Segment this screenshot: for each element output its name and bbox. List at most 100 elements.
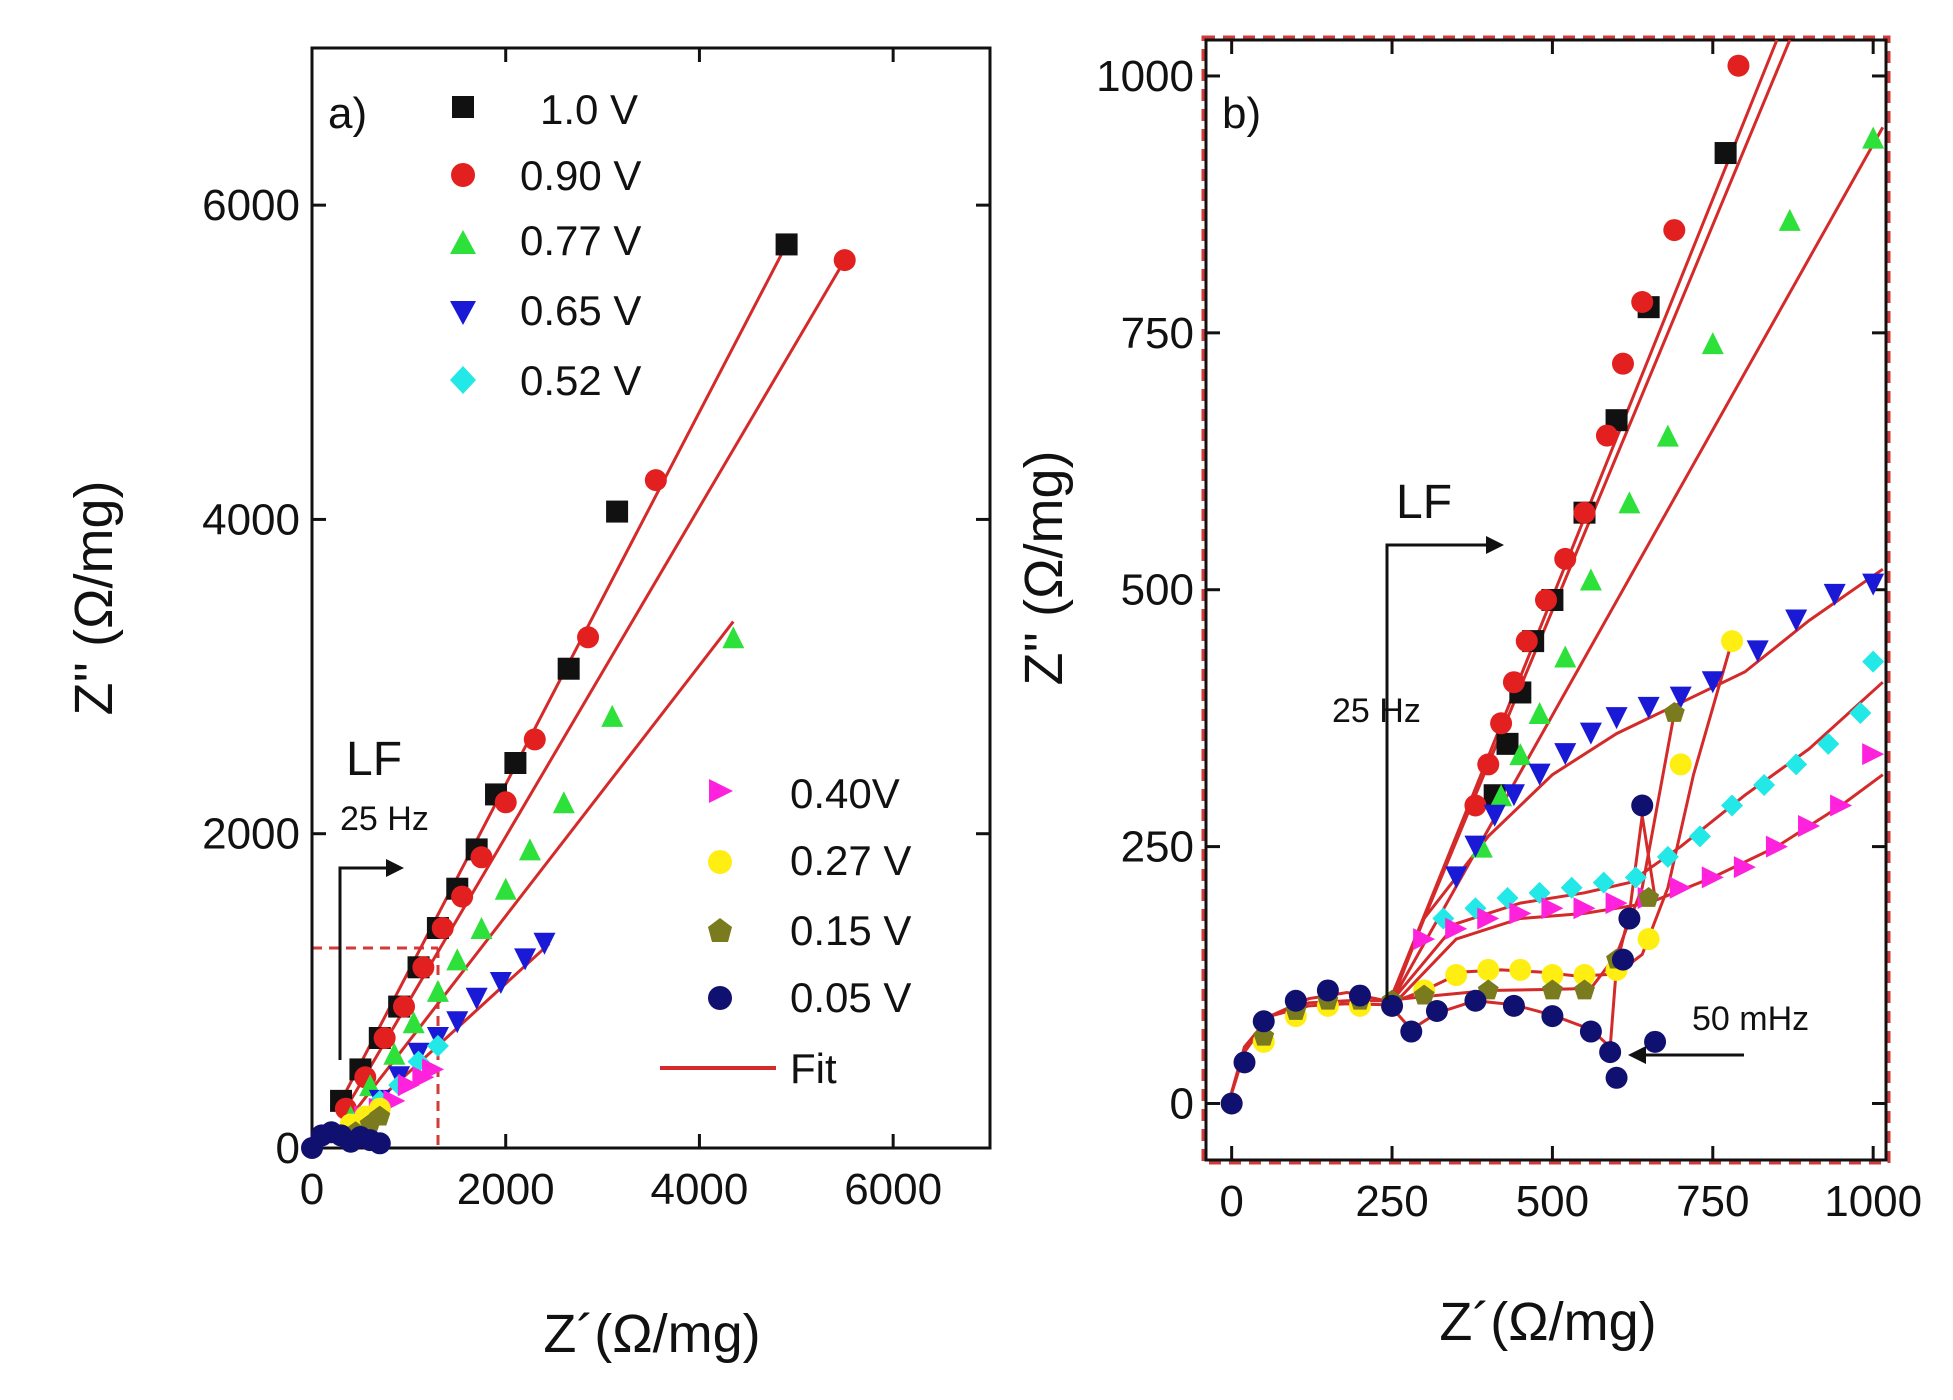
- panel-a-point-0-90-v: [451, 885, 474, 908]
- panel-b-point-0-05-v: [1284, 989, 1307, 1012]
- panel-b-point-0-15-v: [1663, 702, 1685, 722]
- panel-a-point-0-65-v: [533, 932, 556, 955]
- panel-b-point-0-40v: [1605, 892, 1628, 915]
- panel-a-xtick-label: 4000: [650, 1165, 748, 1214]
- panel-a-xtick-label: 6000: [844, 1165, 942, 1214]
- panel-b-lf-arrow-head: [1486, 536, 1504, 554]
- panel-a-point-0-77-v: [552, 791, 575, 814]
- legend-marker-0-52v: [450, 366, 476, 394]
- panel-a-point-0-90-v: [494, 791, 517, 814]
- panel-a-legend-top: 1.0 V 0.90 V 0.77 V 0.65 V 0.52 V: [450, 86, 641, 404]
- panel-b-fit-0-65-v-line: [1390, 567, 1884, 1002]
- panel-b-point-0-77-v: [1579, 568, 1602, 591]
- panel-b-point-0-05-v: [1316, 979, 1339, 1002]
- panel-a-point-0-77-v: [518, 838, 541, 861]
- panel-a-point-0-77-v: [426, 979, 449, 1002]
- panel-b-point-0-52-v: [1785, 753, 1808, 776]
- panel-b-point-0-05-v: [1502, 994, 1525, 1017]
- panel-b-point-0-65-v: [1483, 804, 1506, 827]
- panel-b-point-0-05-v: [1605, 1066, 1628, 1089]
- panel-b-point-0-05-v: [1611, 948, 1634, 971]
- panel-a-point-0-05-v: [368, 1132, 391, 1155]
- panel-b-point-0-65-v: [1502, 784, 1525, 807]
- panel-a-point-0-77-v: [402, 1011, 425, 1034]
- panel-b-ytick-label: 250: [1121, 823, 1194, 872]
- panel-b-point-0-65-v: [1823, 583, 1846, 606]
- panel-b-point-0-05-v: [1579, 1020, 1602, 1043]
- panel-a-point-0-90-v: [373, 1027, 396, 1049]
- panel-a-lf-arrow-line: [338, 866, 392, 1060]
- panel-b-point-0-40v: [1477, 907, 1500, 930]
- panel-a-point-0-90-v: [833, 249, 856, 272]
- panel-b-tick-labels: 0 250 500 750 1000 0 250 500 750 1000: [1096, 52, 1922, 1226]
- panel-b-point-0-90-v: [1515, 630, 1538, 653]
- panel-b-point-0-05-v: [1644, 1030, 1667, 1053]
- legend-marker-1-0v: [452, 96, 474, 118]
- panel-b-point-0-27-v: [1721, 630, 1744, 653]
- panel-a-y-axis-label: Z'' (Ω/mg): [64, 481, 124, 716]
- legend-label-0-52v: 0.52 V: [520, 357, 641, 404]
- panel-b-xtick-label: 0: [1219, 1177, 1243, 1226]
- panel-a-point-0-77-v: [601, 704, 624, 727]
- panel-b-point-0-90-v: [1490, 712, 1513, 735]
- panel-b-point-0-52-v: [1849, 702, 1872, 725]
- panel-b-point-0-77-v: [1862, 126, 1885, 149]
- panel-b-point-0-65-v: [1746, 640, 1769, 663]
- panel-b-point-0-52-v: [1496, 886, 1519, 909]
- panel-b-point-0-77-v: [1490, 784, 1513, 807]
- legend-marker-0-27v: [708, 850, 732, 874]
- panel-b-point-0-15-v: [1638, 887, 1660, 907]
- panel-b-label: b): [1222, 89, 1261, 138]
- legend-label-0-90v: 0.90 V: [520, 152, 641, 199]
- panel-b-point-0-05-v: [1220, 1092, 1243, 1115]
- panel-b-point-0-40v: [1862, 743, 1885, 766]
- panel-a-point-0-77-v: [470, 917, 493, 939]
- panel-b-point-0-27-v: [1445, 964, 1468, 987]
- panel-b-point-0-52-v: [1528, 881, 1551, 904]
- panel-a: 0 2000 4000 6000 0 2000 4000 6000 a) Z´(Ω/mg) Z…: [64, 46, 992, 1364]
- panel-b-point-0-65-v: [1554, 743, 1577, 766]
- panel-b-markers: [1220, 54, 1885, 1115]
- panel-b-point-0-90-v: [1611, 352, 1634, 375]
- panel-b-point-0-27-v: [1541, 964, 1564, 987]
- panel-b-lf-arrow-line: [1385, 543, 1490, 1000]
- panel-b-point-0-05-v: [1464, 989, 1487, 1012]
- panel-b-point-0-27-v: [1477, 958, 1500, 981]
- legend-label-fit: Fit: [790, 1045, 837, 1092]
- panel-b-25hz-label: 25 Hz: [1332, 692, 1421, 730]
- panel-b-point-0-52-v: [1721, 794, 1744, 817]
- panel-b-point-0-05-v: [1348, 984, 1371, 1007]
- panel-b-point-0-90-v: [1502, 671, 1525, 694]
- panel-b-point-0-40v: [1541, 897, 1564, 920]
- panel-b-point-0-05-v: [1400, 1020, 1423, 1043]
- panel-b-point-0-90-v: [1464, 794, 1487, 817]
- panel-b-frame: [1204, 38, 1888, 1162]
- panel-b-point-0-77-v: [1509, 743, 1532, 766]
- panel-b-point-0-40v: [1445, 917, 1468, 940]
- panel-b-point-1-0-v: [1714, 142, 1737, 165]
- panel-b-xtick-label: 750: [1676, 1177, 1749, 1226]
- panel-b-point-0-65-v: [1669, 686, 1692, 709]
- panel-b-xtick-label: 500: [1516, 1177, 1589, 1226]
- panel-b-ytick-label: 750: [1121, 309, 1194, 358]
- panel-b-fit-0-05-v-line: [1227, 815, 1657, 1104]
- panel-a-point-0-52-v: [426, 1034, 449, 1057]
- panel-b-point-0-65-v: [1579, 722, 1602, 745]
- panel-b-point-0-77-v: [1618, 491, 1641, 514]
- panel-b-point-0-65-v: [1637, 696, 1660, 719]
- panel-b-point-0-40v: [1413, 928, 1436, 951]
- panel-b-point-0-65-v: [1701, 671, 1724, 694]
- panel-b-point-0-90-v: [1535, 589, 1557, 611]
- panel-b-point-0-77-v: [1656, 424, 1679, 447]
- panel-a-25hz-label: 25 Hz: [340, 800, 429, 838]
- panel-b-point-0-15-v: [1542, 979, 1563, 1000]
- panel-b-xtick-label: 1000: [1824, 1177, 1922, 1226]
- panel-a-fit-0-77-v-line: [349, 620, 735, 1118]
- panel-b-point-0-52-v: [1753, 773, 1776, 796]
- panel-a-point-1-0-v: [557, 657, 580, 680]
- legend-label-0-05v: 0.05 V: [790, 974, 911, 1021]
- panel-b-point-0-05-v: [1233, 1051, 1256, 1074]
- panel-b-point-0-52-v: [1862, 650, 1885, 673]
- panel-b-point-0-27-v: [1669, 753, 1692, 776]
- legend-marker-0-15v: [708, 918, 732, 942]
